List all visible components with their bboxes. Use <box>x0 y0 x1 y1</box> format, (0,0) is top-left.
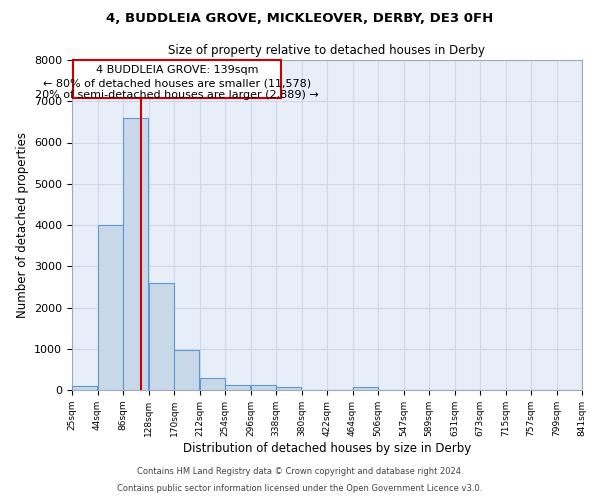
Text: 20% of semi-detached houses are larger (2,889) →: 20% of semi-detached houses are larger (… <box>35 90 319 100</box>
Text: Contains HM Land Registry data © Crown copyright and database right 2024.: Contains HM Land Registry data © Crown c… <box>137 468 463 476</box>
Bar <box>98 225 122 390</box>
X-axis label: Distribution of detached houses by size in Derby: Distribution of detached houses by size … <box>183 442 471 454</box>
Text: Contains public sector information licensed under the Open Government Licence v3: Contains public sector information licen… <box>118 484 482 493</box>
Bar <box>149 283 173 390</box>
Text: ← 80% of detached houses are smaller (11,578): ← 80% of detached houses are smaller (11… <box>43 78 311 88</box>
Bar <box>251 385 275 390</box>
Text: 4 BUDDLEIA GROVE: 139sqm: 4 BUDDLEIA GROVE: 139sqm <box>96 66 259 76</box>
Text: 4, BUDDLEIA GROVE, MICKLEOVER, DERBY, DE3 0FH: 4, BUDDLEIA GROVE, MICKLEOVER, DERBY, DE… <box>106 12 494 26</box>
Bar <box>353 386 377 390</box>
FancyBboxPatch shape <box>73 60 281 98</box>
Y-axis label: Number of detached properties: Number of detached properties <box>16 132 29 318</box>
Bar <box>200 378 224 390</box>
Bar <box>277 386 301 390</box>
Title: Size of property relative to detached houses in Derby: Size of property relative to detached ho… <box>169 44 485 58</box>
Bar <box>175 350 199 390</box>
Bar <box>226 385 250 390</box>
Bar <box>124 118 148 390</box>
Bar <box>73 386 97 390</box>
